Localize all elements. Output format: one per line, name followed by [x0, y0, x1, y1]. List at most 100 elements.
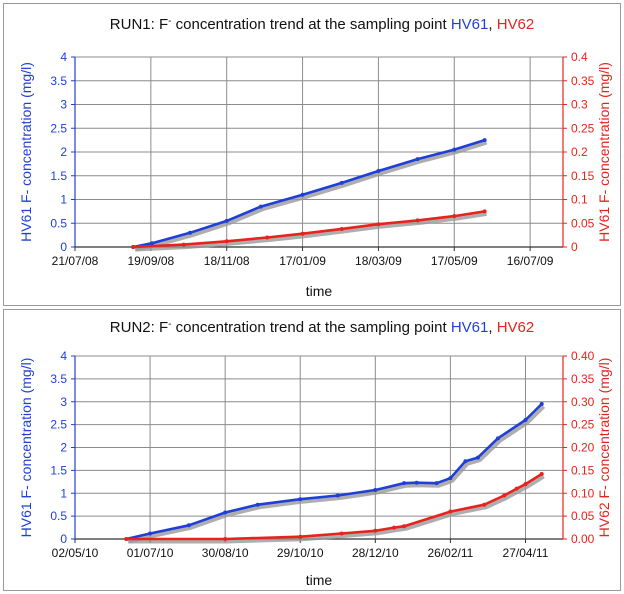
data-point-hv62 — [502, 493, 507, 498]
data-point-hv62 — [339, 531, 344, 536]
y-tick-label-right: 0.4 — [571, 50, 588, 64]
y-tick-label-right: 0.20 — [571, 441, 595, 455]
data-point-hv62 — [124, 537, 129, 541]
y-tick-label-right: 0.3 — [571, 98, 588, 112]
data-point-hv62 — [376, 222, 381, 227]
y-tick-label-left: 3 — [60, 98, 67, 112]
data-point-hv61 — [415, 157, 420, 162]
y-tick-label-left: 4 — [60, 349, 67, 363]
data-point-hv61 — [402, 481, 407, 486]
y-tick-label-right: 0.30 — [571, 395, 595, 409]
data-point-hv62 — [482, 502, 487, 507]
y-tick-label-right: 0.15 — [571, 169, 595, 183]
series-line-hv61 — [132, 138, 485, 249]
chart-run2: RUN2: F- concentration trend at the samp… — [18, 319, 612, 589]
data-point-hv62 — [298, 534, 303, 539]
y-tick-label-right: 0.00 — [571, 532, 595, 546]
data-point-hv61 — [150, 241, 155, 246]
data-point-hv61 — [475, 455, 480, 460]
x-tick-label: 19/09/08 — [127, 254, 174, 268]
data-point-hv61 — [339, 180, 344, 185]
data-point-hv61 — [452, 147, 457, 152]
x-tick-label: 02/05/10 — [52, 546, 99, 560]
y-tick-label-right: 0.2 — [571, 145, 588, 159]
series-shadow-hv62 — [135, 211, 487, 252]
x-tick-label: 29/10/10 — [277, 546, 324, 560]
data-point-hv62 — [448, 509, 453, 514]
y-tick-label-right: 0.40 — [571, 349, 595, 363]
chart-title: RUN2: F- concentration trend at the samp… — [110, 319, 534, 337]
y-tick-label-left: 4 — [60, 50, 67, 64]
x-tick-label: 26/02/11 — [427, 546, 473, 560]
series-line-hv62 — [133, 210, 485, 249]
y-tick-label-left: 0 — [60, 532, 67, 546]
data-point-hv62 — [452, 214, 457, 219]
data-point-hv61 — [373, 488, 378, 493]
y-tick-label-right: 0.35 — [571, 372, 595, 386]
x-axis-label: time — [306, 572, 333, 588]
data-point-hv62 — [181, 242, 186, 247]
data-point-hv61 — [224, 218, 229, 223]
y-tick-label-left: 2.5 — [50, 418, 67, 432]
data-point-hv62 — [539, 472, 544, 477]
y-axis-label-right: HV62 F- concentration (mg/l) — [596, 358, 612, 538]
data-point-hv62 — [482, 209, 487, 214]
data-point-hv61 — [463, 459, 468, 464]
x-tick-label: 27/04/11 — [503, 546, 549, 560]
data-point-hv62 — [131, 245, 136, 249]
y-tick-label-right: 0.35 — [571, 74, 595, 88]
x-tick-label: 30/08/10 — [202, 546, 249, 560]
data-point-hv62 — [415, 218, 420, 223]
data-point-hv61 — [186, 523, 191, 528]
data-point-hv61 — [335, 493, 340, 498]
x-tick-label: 18/03/09 — [355, 254, 402, 268]
y-tick-label-right: 0.10 — [571, 486, 595, 500]
y-tick-label-left: 1 — [60, 486, 67, 500]
y-axis-label-left: HV61 F- concentration (mg/l) — [18, 62, 34, 242]
series-shadow-hv61 — [134, 140, 488, 252]
data-point-hv61 — [298, 497, 303, 502]
y-tick-label-right: 0.1 — [571, 193, 588, 207]
x-tick-label: 21/07/08 — [52, 254, 99, 268]
y-tick-label-left: 1.5 — [50, 169, 67, 183]
y-tick-label-left: 2 — [60, 441, 67, 455]
chart-title: RUN1: F- concentration trend at the samp… — [110, 16, 534, 34]
data-point-hv62 — [339, 226, 344, 231]
y-tick-label-right: 0.05 — [571, 216, 595, 230]
data-point-hv62 — [514, 486, 519, 491]
y-tick-label-left: 0 — [60, 240, 67, 254]
data-point-hv62 — [265, 235, 270, 240]
data-point-hv61 — [414, 480, 419, 485]
y-tick-label-left: 1.5 — [50, 463, 67, 477]
chart-panel-run1: RUN1: F- concentration trend at the samp… — [3, 3, 621, 306]
data-point-hv61 — [223, 510, 228, 515]
data-point-hv62 — [224, 239, 229, 244]
chart-run1: RUN1: F- concentration trend at the samp… — [18, 16, 612, 300]
y-tick-label-right: 0.25 — [571, 418, 595, 432]
data-point-hv61 — [258, 204, 263, 209]
x-tick-label: 17/01/09 — [279, 254, 326, 268]
data-point-hv61 — [255, 502, 260, 507]
y-tick-label-left: 0.5 — [50, 216, 67, 230]
x-tick-label: 01/07/10 — [127, 546, 174, 560]
x-tick-label: 16/07/09 — [507, 254, 554, 268]
x-tick-label: 28/12/10 — [352, 546, 399, 560]
y-axis-label-left: HV61 F- concentration (mg/l) — [18, 358, 34, 538]
chart-panel-run2: RUN2: F- concentration trend at the samp… — [3, 309, 621, 591]
data-point-hv61 — [376, 169, 381, 173]
data-point-hv61 — [539, 402, 544, 407]
x-tick-label: 17/05/09 — [431, 254, 478, 268]
y-tick-label-left: 2 — [60, 145, 67, 159]
data-point-hv62 — [373, 528, 378, 533]
data-point-hv61 — [434, 481, 439, 486]
data-point-hv62 — [300, 231, 305, 236]
data-point-hv61 — [448, 476, 453, 481]
data-point-hv61 — [188, 230, 193, 235]
data-point-hv62 — [523, 482, 528, 487]
data-point-hv61 — [482, 138, 487, 143]
x-tick-label: 18/11/08 — [204, 254, 250, 268]
data-point-hv61 — [148, 531, 153, 536]
y-tick-label-left: 1 — [60, 193, 67, 207]
y-tick-label-left: 3.5 — [50, 74, 67, 88]
series-shadow-hv61 — [127, 405, 546, 544]
